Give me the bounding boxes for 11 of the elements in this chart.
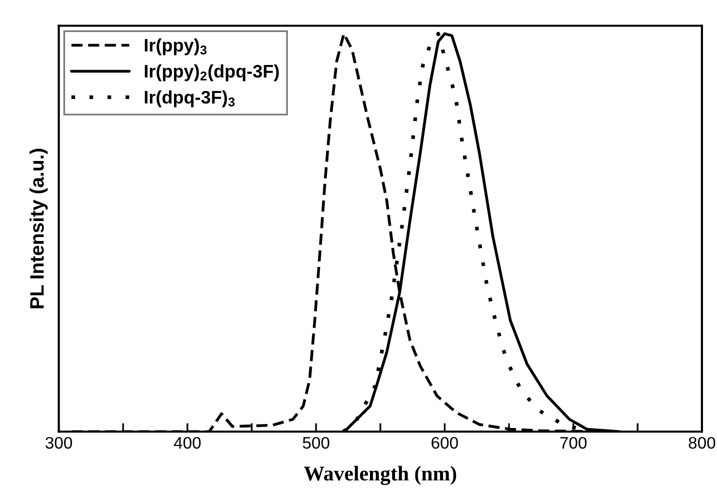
- x-tick-label: 800: [688, 436, 716, 449]
- x-tick-label: 400: [174, 436, 201, 449]
- legend-label: Ir(ppy)$_{3}$: [144, 38, 207, 56]
- x-axis-title: Wavelength (nm): [304, 466, 456, 485]
- x-tick-label: 300: [46, 436, 72, 449]
- y-axis-title: PL Intensity (a.u.): [30, 148, 48, 308]
- x-tick-label: 500: [302, 436, 330, 449]
- legend-label: Ir(dpq-3F)$_{3}$: [144, 90, 235, 108]
- x-tick-label: 700: [560, 436, 587, 449]
- legend-label: Ir(ppy)$_{2}$(dpq-3F): [144, 64, 279, 82]
- x-tick-label: 600: [432, 436, 458, 449]
